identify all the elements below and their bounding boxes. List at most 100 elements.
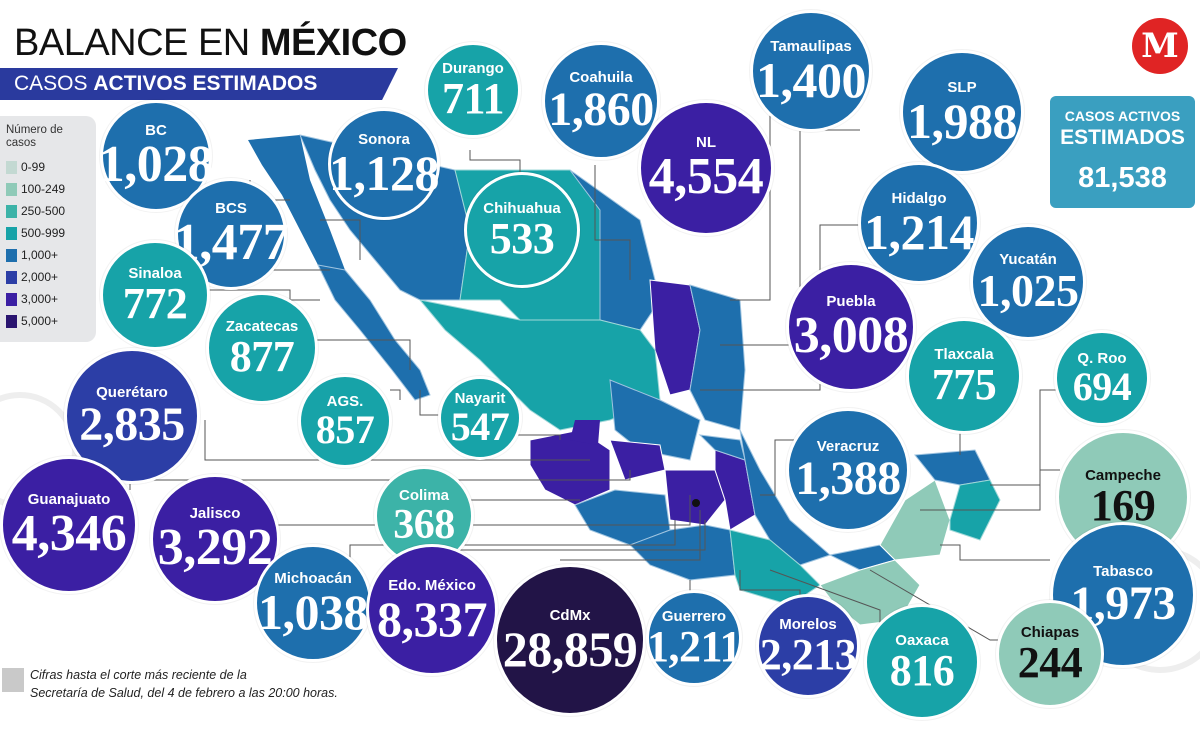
state-name: BCS [215, 199, 247, 217]
state-value: 3,008 [793, 306, 909, 364]
state-bubble: Puebla 3,008 [786, 262, 916, 392]
state-name: Campeche [1085, 466, 1161, 484]
state-bubble: Sinaloa 772 [100, 240, 210, 350]
legend-item: 5,000+ [6, 310, 96, 332]
footnote-line2: Secretaría de Salud, del 4 de febrero a … [30, 686, 338, 700]
state-bubble: Tabasco 1,973 [1050, 522, 1196, 668]
footnote-square [2, 668, 24, 692]
total-value: 81,538 [1078, 162, 1167, 194]
state-name: Guanajuato [27, 490, 111, 508]
legend-label: 100-249 [21, 182, 66, 196]
state-value: 244 [1017, 637, 1083, 687]
state-name: Veracruz [816, 437, 880, 455]
state-value: 816 [889, 645, 955, 695]
state-value: 1,400 [756, 51, 867, 108]
legend-item: 500-999 [6, 222, 96, 244]
state-value: 1,214 [864, 203, 975, 260]
state-value: 857 [315, 406, 375, 452]
legend-swatch [6, 182, 17, 196]
state-bubble: Nayarit 547 [438, 376, 522, 460]
subtitle-bold: ACTIVOS ESTIMADOS [93, 72, 318, 95]
state-name: NL [696, 133, 716, 151]
legend-label: 3,000+ [21, 292, 59, 306]
state-value: 775 [931, 359, 997, 409]
state-name: Michoacán [274, 569, 352, 587]
state-name: Chiapas [1020, 623, 1080, 641]
state-name: Querétaro [96, 383, 168, 401]
state-bubble: Chihuahua 533 [464, 172, 580, 288]
state-value: 28,859 [502, 620, 638, 677]
legend-label: 500-999 [21, 226, 66, 240]
state-value: 3,292 [157, 518, 273, 576]
subtitle-light: CASOS [14, 72, 94, 95]
state-value: 1,211 [646, 621, 742, 671]
state-bubble: Edo. México 8,337 [366, 544, 498, 676]
state-name: Jalisco [189, 504, 241, 522]
state-bubble: Hidalgo 1,214 [858, 162, 980, 284]
state-name: Nayarit [454, 389, 506, 407]
legend-item: 1,000+ [6, 244, 96, 266]
state-bubble: Oaxaca 816 [864, 604, 980, 720]
state-name: Coahuila [569, 68, 633, 86]
state-name: CdMx [549, 606, 591, 624]
state-value: 877 [229, 331, 295, 381]
state-name: Tlaxcala [934, 345, 994, 363]
state-value: 368 [393, 501, 455, 548]
state-value: 4,346 [11, 504, 127, 562]
legend-swatch [6, 226, 17, 240]
legend: Número de casos 0-99 100-249 250-500 500-99… [0, 116, 96, 342]
state-name: SLP [947, 78, 977, 96]
state-name: BC [145, 121, 167, 139]
state-bubble: Michoacán 1,038 [254, 544, 372, 662]
legend-item: 250-500 [6, 200, 96, 222]
state-name: AGS. [326, 392, 364, 410]
state-value: 1,860 [548, 82, 654, 136]
legend-label: 250-500 [21, 204, 66, 218]
state-name: Tabasco [1093, 562, 1153, 580]
legend-swatch [6, 248, 17, 262]
state-name: Zacatecas [225, 317, 299, 335]
total-label-line2: ESTIMADOS [1060, 126, 1185, 149]
state-bubble: AGS. 857 [298, 374, 392, 468]
state-name: Durango [442, 59, 504, 77]
legend-swatch [6, 160, 17, 174]
state-bubble: Veracruz 1,388 [786, 408, 910, 532]
state-value: 694 [1072, 363, 1132, 409]
legend-item: 3,000+ [6, 288, 96, 310]
state-name: Tamaulipas [770, 37, 852, 55]
state-bubble: Yucatán 1,025 [970, 224, 1086, 340]
legend-label: 5,000+ [21, 314, 59, 328]
state-bubble: Q. Roo 694 [1054, 330, 1150, 426]
state-value: 1,128 [329, 144, 440, 201]
state-name: Sonora [358, 130, 410, 148]
state-bubble: Chiapas 244 [996, 600, 1104, 708]
legend-swatch [6, 204, 17, 218]
legend-item: 2,000+ [6, 266, 96, 288]
state-value: 1,028 [98, 135, 214, 193]
legend-swatch [6, 314, 17, 328]
state-bubble: Coahuila 1,860 [542, 42, 660, 160]
title-bold: MÉXICO [259, 22, 407, 64]
state-value: 1,038 [258, 583, 369, 640]
state-name: Sinaloa [128, 264, 182, 282]
state-bubble: Guerrero 1,211 [646, 590, 742, 686]
state-bubble: NL 4,554 [638, 100, 774, 236]
legend-swatch [6, 270, 17, 284]
state-name: Yucatán [999, 250, 1057, 268]
state-value: 1,388 [795, 451, 901, 505]
state-name: Edo. México [388, 576, 476, 594]
milenio-logo: M [1132, 18, 1188, 74]
state-name: Hidalgo [891, 189, 947, 207]
state-value: 4,554 [648, 147, 764, 205]
state-name: Colima [398, 486, 449, 504]
subtitle-bar: CASOS ACTIVOS ESTIMADOS [0, 68, 398, 100]
state-value: 1,025 [977, 264, 1080, 316]
legend-label: 0-99 [21, 160, 46, 174]
state-name: Oaxaca [895, 631, 949, 649]
state-value: 711 [441, 73, 505, 123]
state-bubble: Sonora 1,128 [328, 108, 440, 220]
state-value: 169 [1090, 480, 1156, 530]
legend-item: 0-99 [6, 156, 96, 178]
state-value: 8,337 [377, 590, 488, 647]
state-bubble: SLP 1,988 [900, 50, 1024, 174]
